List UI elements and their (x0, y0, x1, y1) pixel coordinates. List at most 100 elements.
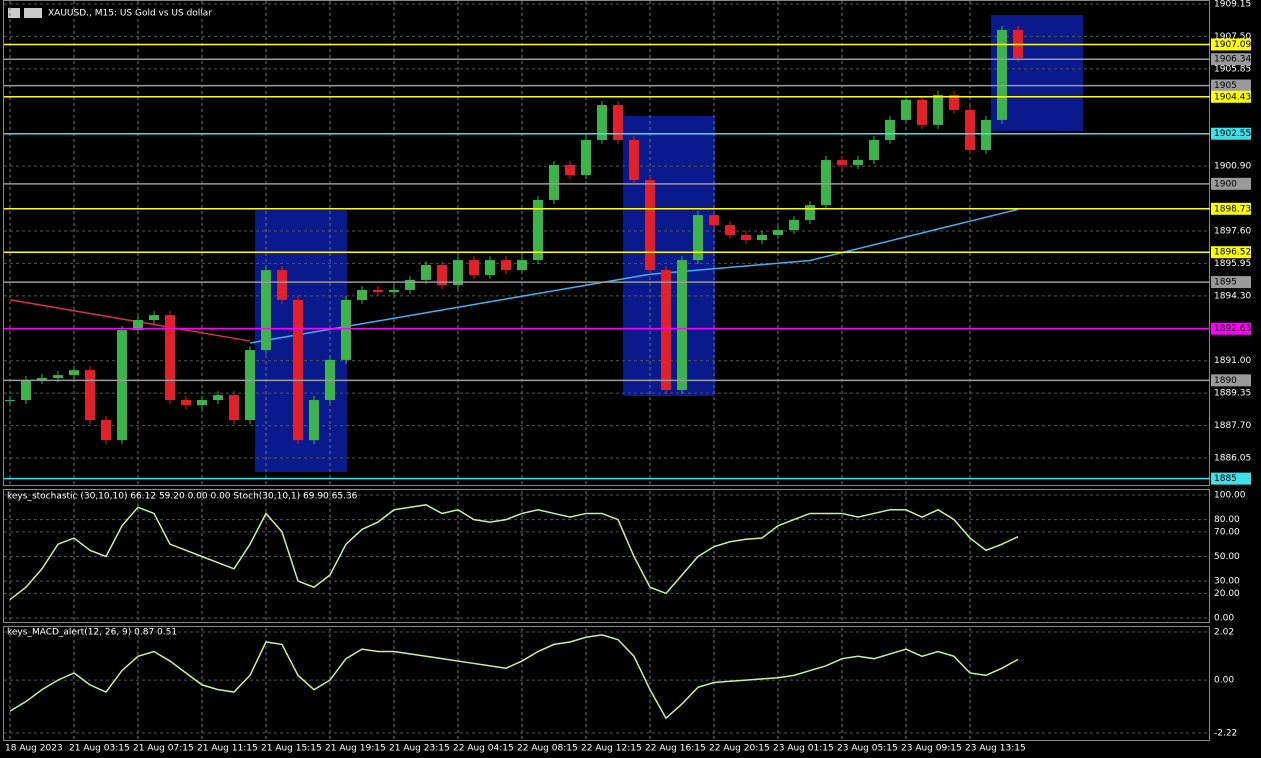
candle (581, 140, 591, 175)
candle (53, 375, 63, 379)
candle (885, 119, 895, 141)
candle (773, 230, 783, 235)
moving-average (9, 299, 251, 342)
panel-frames (3, 0, 1210, 741)
frame (3, 489, 1210, 623)
level-label: 1885 (1214, 474, 1237, 484)
y-tick-label: 1891.00 (1214, 356, 1251, 366)
level-label: 1902.55 (1214, 129, 1251, 139)
x-tick-label: 22 Aug 04:15 (453, 744, 514, 754)
x-tick-label: 22 Aug 16:15 (645, 744, 706, 754)
y-tick-label: 2.02 (1214, 628, 1234, 638)
candle (37, 378, 47, 380)
candle (741, 234, 751, 241)
level-label-box (1211, 374, 1251, 387)
y-tick-label: 1900.90 (1214, 162, 1251, 172)
candle (309, 400, 319, 441)
candle (981, 119, 991, 151)
level-label-box (1211, 177, 1251, 190)
candle (869, 140, 879, 161)
candle (933, 94, 943, 125)
level-label: 1890 (1214, 376, 1237, 386)
candle (757, 234, 767, 241)
x-tick-label: 21 Aug 19:15 (325, 744, 386, 754)
candle (197, 400, 207, 406)
candle (677, 260, 687, 390)
candle (485, 260, 495, 276)
x-tick-label: 23 Aug 05:15 (837, 744, 898, 754)
y-tick-label: 1907.50 (1214, 32, 1251, 42)
icon (8, 8, 20, 18)
x-tick-label: 22 Aug 20:15 (709, 744, 770, 754)
candle (373, 289, 383, 293)
y-tick-label: 20.00 (1214, 589, 1240, 599)
y-tick-label: 70.00 (1214, 527, 1240, 537)
candle (501, 260, 511, 271)
y-tick-label: 1905.85 (1214, 64, 1251, 74)
level-label: 1905 (1214, 81, 1237, 91)
candle (117, 330, 127, 441)
level-label: 1904.43 (1214, 92, 1251, 102)
y-tick-label: 80.00 (1214, 515, 1240, 525)
candle (725, 225, 735, 235)
y-tick-label: 1886.05 (1214, 454, 1251, 464)
level-label-box (1211, 127, 1251, 140)
candle (821, 160, 831, 206)
candle (853, 160, 863, 165)
y-tick-label: 1897.60 (1214, 227, 1251, 237)
y-tick-label: -2.22 (1214, 729, 1237, 739)
candle (341, 299, 351, 360)
y-tick-label: 1887.70 (1214, 421, 1251, 431)
candle (661, 270, 671, 390)
level-label: 1895 (1214, 278, 1237, 288)
candle (645, 180, 655, 271)
candle (965, 109, 975, 151)
level-label-box (1211, 79, 1251, 92)
y-tick-label: 0.00 (1214, 676, 1234, 686)
candle (181, 400, 191, 406)
candle (613, 105, 623, 141)
candle (133, 320, 143, 331)
y-tick-label: 1894.30 (1214, 291, 1251, 301)
y-tick-label: 30.00 (1214, 577, 1240, 587)
candle (549, 164, 559, 200)
candle (149, 315, 159, 321)
level-label-box (1211, 90, 1251, 103)
candle (709, 215, 719, 226)
level-label: 1906.34 (1214, 55, 1251, 65)
level-label: 1892.63 (1214, 324, 1251, 334)
level-label-box (1211, 38, 1251, 51)
candle (533, 199, 543, 261)
candle (421, 265, 431, 280)
level-label: 1896.52 (1214, 248, 1251, 258)
candle (837, 160, 847, 165)
candle (949, 94, 959, 110)
candle (517, 260, 527, 271)
y-tick-label: 100.00 (1214, 491, 1246, 501)
frame (3, 626, 1210, 741)
candle (21, 379, 31, 401)
y-tick-label: 1895.95 (1214, 259, 1251, 269)
candle (629, 140, 639, 181)
x-tick-label: 21 Aug 15:15 (261, 744, 322, 754)
y-tick-label: 1889.35 (1214, 389, 1251, 399)
icon (24, 8, 42, 18)
x-tick-label: 23 Aug 09:15 (901, 744, 962, 754)
x-tick-label: 21 Aug 03:15 (69, 744, 130, 754)
y-tick-label: 50.00 (1214, 552, 1240, 562)
panel-title: keys_MACD_alert(12, 26, 9) 0.87 0.51 (7, 628, 177, 638)
candle (85, 370, 95, 421)
candle (5, 400, 15, 402)
x-tick-label: 23 Aug 01:15 (773, 744, 834, 754)
level-label-box (1211, 202, 1251, 215)
level-label: 1907.09 (1214, 40, 1251, 50)
x-tick-label: 21 Aug 23:15 (389, 744, 450, 754)
level-label-box (1211, 472, 1251, 485)
candle (357, 289, 367, 300)
candle (165, 315, 175, 401)
moving-average (249, 208, 1019, 344)
candle (293, 299, 303, 441)
symbol-title: XAUUSD., M15: US Gold vs US dollar (48, 9, 212, 19)
candle (389, 289, 399, 293)
